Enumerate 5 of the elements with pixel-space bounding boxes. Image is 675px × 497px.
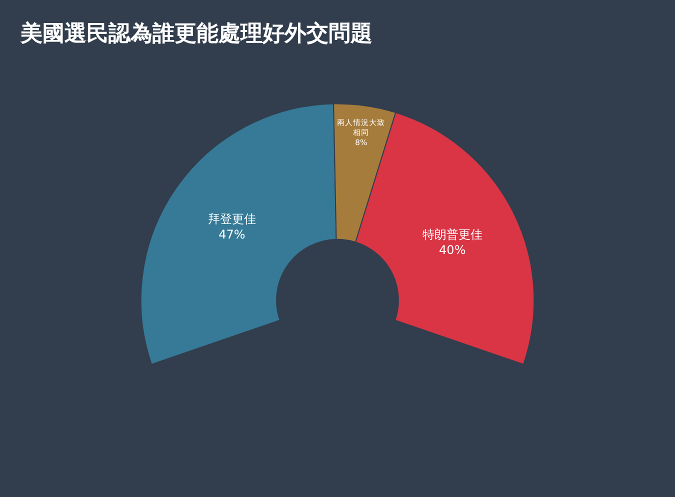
data-label: 47%	[218, 227, 246, 242]
slice-label: 拜登更佳	[208, 212, 256, 226]
slice-label: 特朗普更佳	[422, 227, 482, 242]
data-label: 40%	[439, 242, 466, 257]
chart-title: 美國選民認為誰更能處理好外交問題	[19, 20, 372, 46]
